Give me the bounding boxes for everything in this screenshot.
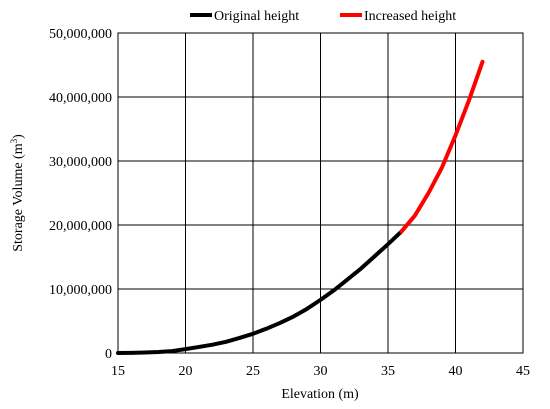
plot-frame bbox=[117, 32, 524, 354]
series-line-original-height bbox=[116, 229, 404, 355]
y-axis-tick-labels: 0 10,000,000 20,000,000 30,000,000 40,000,00… bbox=[49, 27, 112, 362]
gridlines bbox=[117, 32, 524, 354]
x-tick-label: 20 bbox=[179, 364, 193, 379]
x-tick-label: 25 bbox=[246, 364, 260, 379]
legend-label-original-height: Original height bbox=[214, 9, 299, 24]
x-tick-label: 30 bbox=[314, 364, 328, 379]
y-tick-label: 50,000,000 bbox=[49, 27, 112, 42]
y-axis-title: Storage Volume (m3) bbox=[9, 134, 26, 252]
legend: Original height Increased height bbox=[190, 9, 456, 24]
legend-label-increased-height: Increased height bbox=[364, 9, 456, 24]
y-axis-title-close: ) bbox=[11, 134, 26, 139]
x-tick-label: 35 bbox=[381, 364, 395, 379]
y-tick-label: 20,000,000 bbox=[49, 219, 112, 234]
y-tick-label: 10,000,000 bbox=[49, 283, 112, 298]
y-tick-label: 0 bbox=[105, 347, 112, 362]
y-axis-title-superscript: 3 bbox=[9, 138, 19, 143]
series-line-increased-height bbox=[399, 59, 485, 234]
x-tick-label: 45 bbox=[516, 364, 530, 379]
x-tick-label: 15 bbox=[111, 364, 125, 379]
y-tick-label: 30,000,000 bbox=[49, 155, 112, 170]
x-tick-label: 40 bbox=[449, 364, 463, 379]
y-axis-title-main: Storage Volume (m bbox=[11, 143, 26, 251]
y-tick-label: 40,000,000 bbox=[49, 91, 112, 106]
series-lines bbox=[116, 59, 485, 355]
x-axis-tick-labels: 15 20 25 30 35 40 45 bbox=[111, 364, 530, 379]
x-axis-title: Elevation (m) bbox=[281, 387, 359, 402]
